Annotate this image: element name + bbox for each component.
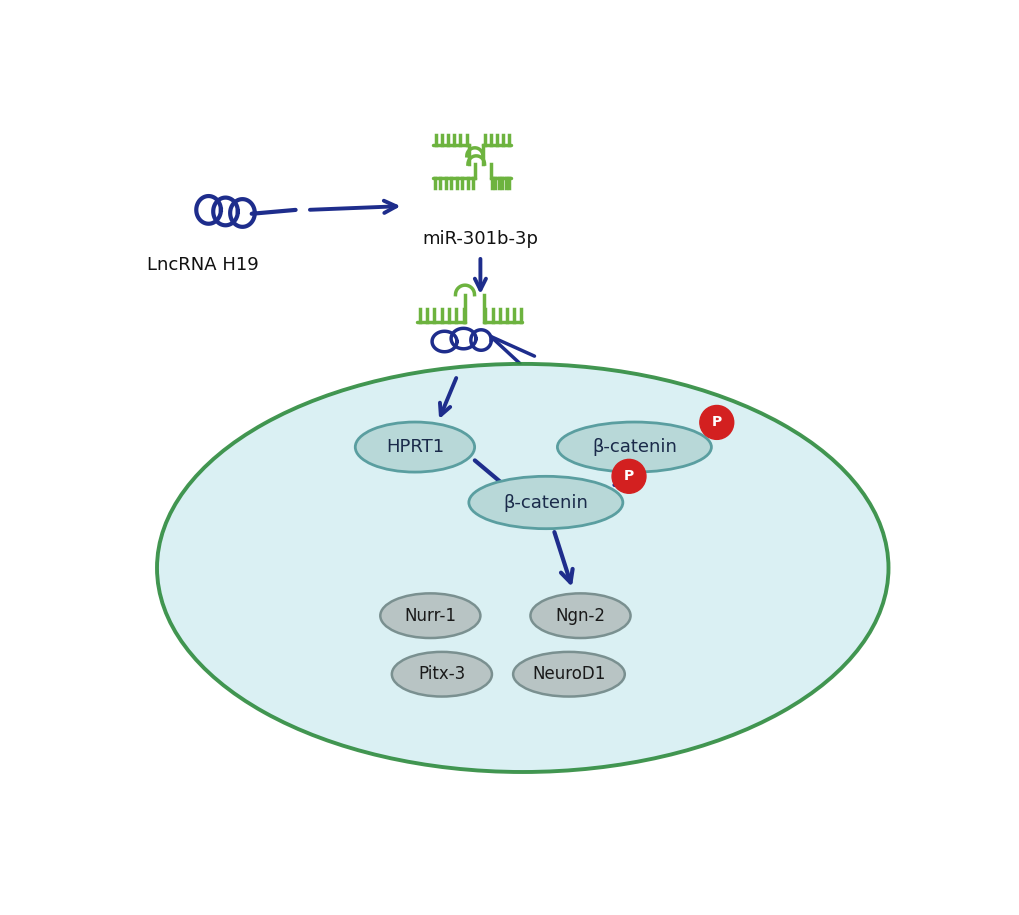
Text: β-catenin: β-catenin [591, 438, 677, 456]
Text: P: P [624, 469, 634, 483]
Text: NeuroD1: NeuroD1 [532, 665, 605, 684]
Text: miR-301b-3p: miR-301b-3p [422, 231, 538, 248]
Ellipse shape [391, 651, 491, 696]
Circle shape [611, 459, 645, 493]
Ellipse shape [355, 422, 474, 472]
Text: LncRNA H19: LncRNA H19 [147, 256, 259, 274]
Ellipse shape [530, 593, 630, 638]
Ellipse shape [513, 651, 625, 696]
Ellipse shape [556, 422, 710, 472]
Text: HPRT1: HPRT1 [385, 438, 443, 456]
Ellipse shape [380, 593, 480, 638]
Ellipse shape [157, 364, 888, 772]
Circle shape [699, 405, 733, 439]
Text: Pitx-3: Pitx-3 [418, 665, 465, 684]
Text: Nurr-1: Nurr-1 [404, 607, 455, 625]
Text: P: P [711, 415, 721, 429]
Ellipse shape [469, 477, 623, 529]
Text: β-catenin: β-catenin [503, 493, 588, 511]
Text: Ngn-2: Ngn-2 [555, 607, 605, 625]
